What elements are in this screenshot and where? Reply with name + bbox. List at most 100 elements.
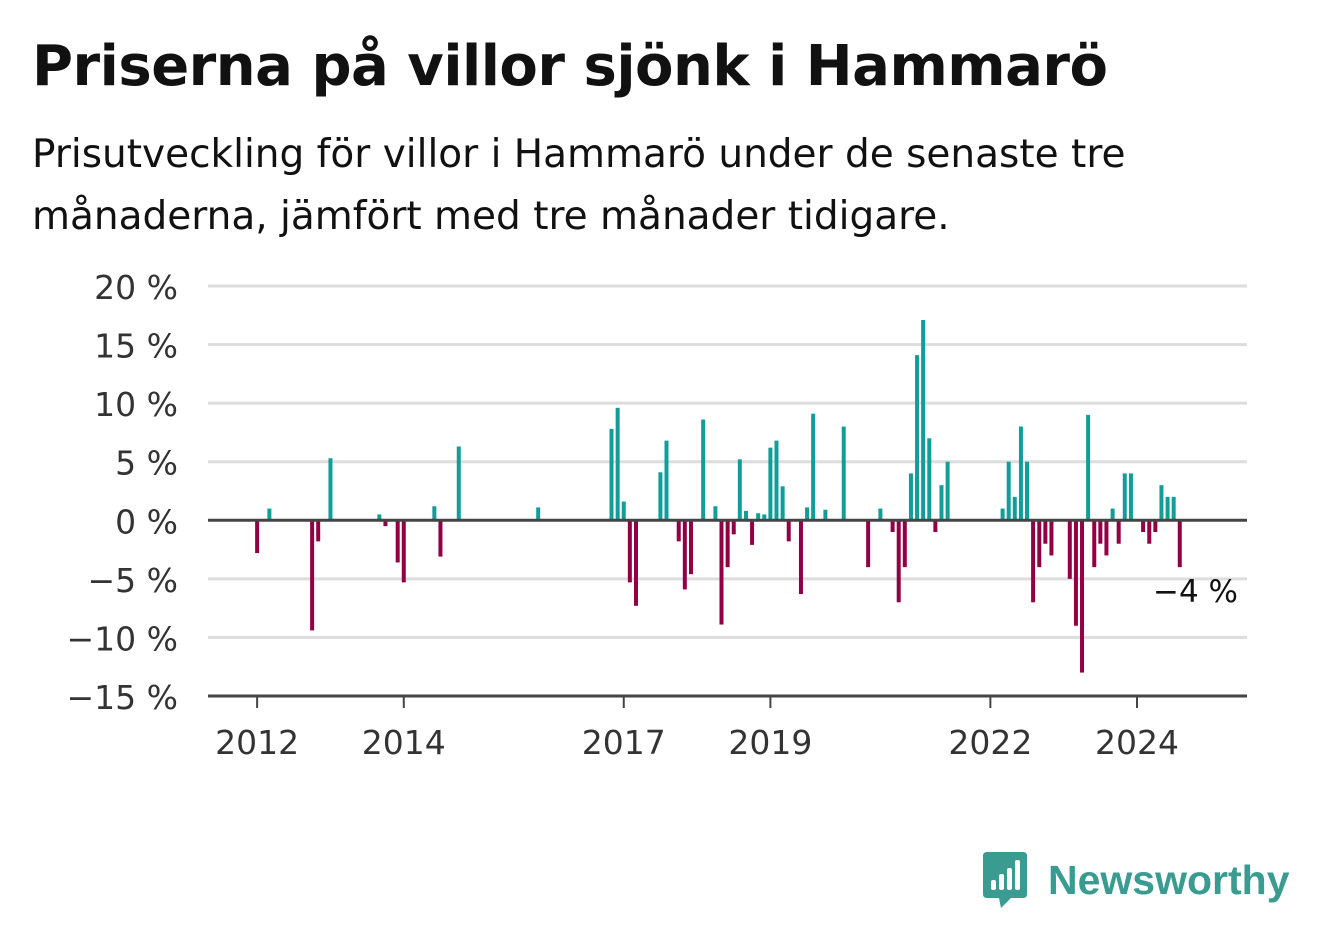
bar-negative (316, 520, 321, 542)
y-tick-label: 0 % (115, 502, 178, 541)
bar-positive (536, 507, 541, 521)
bar-positive (713, 506, 718, 521)
newsworthy-logo: Newsworthy (981, 850, 1290, 910)
bar-negative (395, 520, 400, 563)
bar-positive (1000, 508, 1005, 521)
bar-positive (743, 510, 748, 521)
x-tick-label: 2022 (948, 723, 1032, 762)
x-tick-label: 2024 (1095, 723, 1179, 762)
bar-negative (866, 520, 871, 568)
bar-negative (933, 520, 938, 532)
bar-positive (1128, 473, 1133, 521)
bar-negative (1141, 520, 1146, 532)
bar-positive (1025, 461, 1030, 521)
bar-negative (633, 520, 638, 606)
bar-positive (456, 446, 461, 521)
bar-negative (1098, 520, 1103, 544)
bar-positive (1171, 496, 1176, 521)
bar-negative (1049, 520, 1054, 556)
bar-negative (1037, 520, 1042, 568)
bar-chart: 20 %15 %10 %5 %0 %−5 %−10 %−15 % 2012 201… (67, 268, 1247, 762)
bar-positive (762, 514, 767, 521)
bar-negative (1067, 520, 1072, 579)
bar-positive (328, 458, 333, 521)
bar-negative (896, 520, 901, 603)
bar-negative (1043, 520, 1048, 544)
bar-positive (664, 440, 669, 521)
bar-negative (1116, 520, 1121, 544)
gridlines (208, 284, 1247, 639)
x-tick-label: 2012 (215, 723, 299, 762)
bar-positive (377, 514, 382, 521)
y-tick-label: 10 % (94, 385, 178, 424)
brand-name: Newsworthy (1048, 856, 1290, 903)
bars (255, 319, 1182, 673)
bar-negative (682, 520, 687, 590)
bar-negative (1147, 520, 1152, 544)
bar-positive (805, 507, 810, 521)
last-value-label: −4 % (1153, 574, 1238, 610)
bar-negative (310, 520, 315, 631)
bar-positive (1110, 508, 1115, 521)
x-axis-ticks: 2012 2014 2017 2019 2022 2024 (215, 696, 1179, 762)
bar-positive (432, 506, 437, 521)
bar-positive (921, 319, 926, 521)
bar-positive (756, 513, 761, 521)
bar-positive (737, 459, 742, 521)
bar-negative (676, 520, 681, 542)
bar-positive (1012, 496, 1017, 521)
bar-negative (750, 520, 755, 545)
bar-positive (774, 440, 779, 521)
chart-title: Priserna på villor sjönk i Hammarö (32, 34, 1108, 99)
bar-negative (725, 520, 730, 568)
y-tick-label: 20 % (94, 268, 178, 307)
bar-negative (719, 520, 724, 625)
bar-negative (1177, 520, 1182, 568)
bar-negative (1080, 520, 1085, 673)
bar-negative (902, 520, 907, 568)
bar-negative (383, 520, 388, 527)
bar-positive (841, 426, 846, 521)
bar-negative (890, 520, 895, 532)
bar-negative (786, 520, 791, 542)
bar-negative (798, 520, 803, 595)
bar-positive (780, 486, 785, 521)
bar-positive (609, 428, 614, 521)
bar-positive (878, 508, 883, 521)
x-tick-label: 2019 (728, 723, 812, 762)
bar-positive (1006, 461, 1011, 521)
bar-positive (908, 473, 913, 521)
bar-negative (1153, 520, 1158, 532)
bar-positive (945, 461, 950, 521)
bar-negative (627, 520, 632, 583)
bar-negative (438, 520, 443, 557)
bar-negative (1073, 520, 1078, 626)
bar-positive (1122, 473, 1127, 521)
y-tick-label: 15 % (94, 327, 178, 366)
y-tick-label: −5 % (88, 561, 179, 600)
y-tick-label: −10 % (67, 619, 179, 658)
chart-subtitle: Prisutveckling för villor i Hammarö unde… (32, 132, 1126, 239)
x-tick-label: 2014 (362, 723, 446, 762)
y-tick-label: −15 % (67, 678, 179, 717)
bar-positive (1159, 485, 1164, 521)
bar-positive (823, 509, 828, 521)
x-tick-label: 2017 (582, 723, 666, 762)
bar-negative (1031, 520, 1036, 603)
bar-positive (701, 419, 706, 521)
bar-positive (1165, 496, 1170, 521)
bar-positive (915, 355, 920, 521)
bar-positive (927, 438, 932, 521)
bar-positive (621, 501, 626, 521)
bar-positive (658, 472, 663, 521)
bar-positive (267, 508, 272, 521)
newsworthy-logo-icon (983, 852, 1027, 908)
y-axis-tick-labels: 20 % 15 % 10 % 5 % 0 % −5 % −10 % −15 % (67, 268, 179, 717)
bar-positive (939, 485, 944, 521)
bar-negative (688, 520, 693, 575)
bar-positive (768, 447, 773, 521)
bar-negative (255, 520, 260, 554)
bar-negative (401, 520, 406, 583)
bar-positive (811, 413, 816, 521)
bar-positive (1086, 414, 1091, 521)
